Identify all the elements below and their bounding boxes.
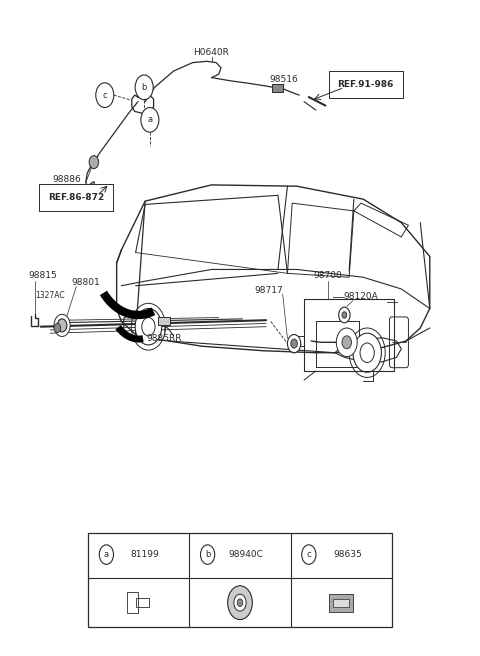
Circle shape [99, 545, 113, 564]
Circle shape [302, 545, 316, 564]
Circle shape [135, 308, 162, 345]
Circle shape [57, 319, 67, 332]
Text: b: b [142, 83, 147, 92]
Circle shape [96, 83, 114, 108]
Circle shape [141, 108, 159, 133]
Text: H0640R: H0640R [193, 48, 229, 56]
Circle shape [89, 155, 98, 169]
Text: 9885RR: 9885RR [146, 334, 182, 343]
FancyBboxPatch shape [333, 599, 349, 607]
Text: REF.86-872: REF.86-872 [48, 194, 105, 203]
Text: 98700: 98700 [313, 272, 342, 281]
Circle shape [228, 586, 252, 620]
Circle shape [336, 328, 357, 357]
Text: 98717: 98717 [254, 286, 283, 295]
Text: 98120A: 98120A [344, 293, 378, 301]
Text: 98516: 98516 [270, 75, 299, 84]
Circle shape [201, 545, 215, 564]
Circle shape [54, 323, 60, 333]
Circle shape [288, 335, 301, 353]
Text: a: a [104, 550, 109, 559]
FancyBboxPatch shape [272, 84, 283, 92]
Text: 98815: 98815 [29, 272, 58, 281]
Text: c: c [102, 91, 107, 100]
Circle shape [237, 599, 243, 607]
Circle shape [291, 339, 298, 348]
Text: a: a [147, 115, 153, 125]
Text: 98801: 98801 [72, 278, 100, 287]
Circle shape [342, 336, 351, 349]
Text: 98635: 98635 [333, 550, 361, 559]
Text: c: c [307, 550, 311, 559]
Circle shape [353, 333, 382, 372]
FancyBboxPatch shape [329, 594, 353, 612]
Text: 98940C: 98940C [228, 550, 264, 559]
Text: REF.91-986: REF.91-986 [337, 79, 394, 89]
FancyBboxPatch shape [158, 317, 170, 325]
Circle shape [135, 75, 153, 100]
Text: b: b [205, 550, 210, 559]
Circle shape [54, 314, 70, 337]
Text: 1327AC: 1327AC [35, 291, 65, 300]
Circle shape [339, 307, 350, 323]
Text: 81199: 81199 [131, 550, 159, 559]
Circle shape [342, 312, 347, 318]
Circle shape [234, 594, 246, 611]
Text: 98886: 98886 [52, 175, 81, 184]
